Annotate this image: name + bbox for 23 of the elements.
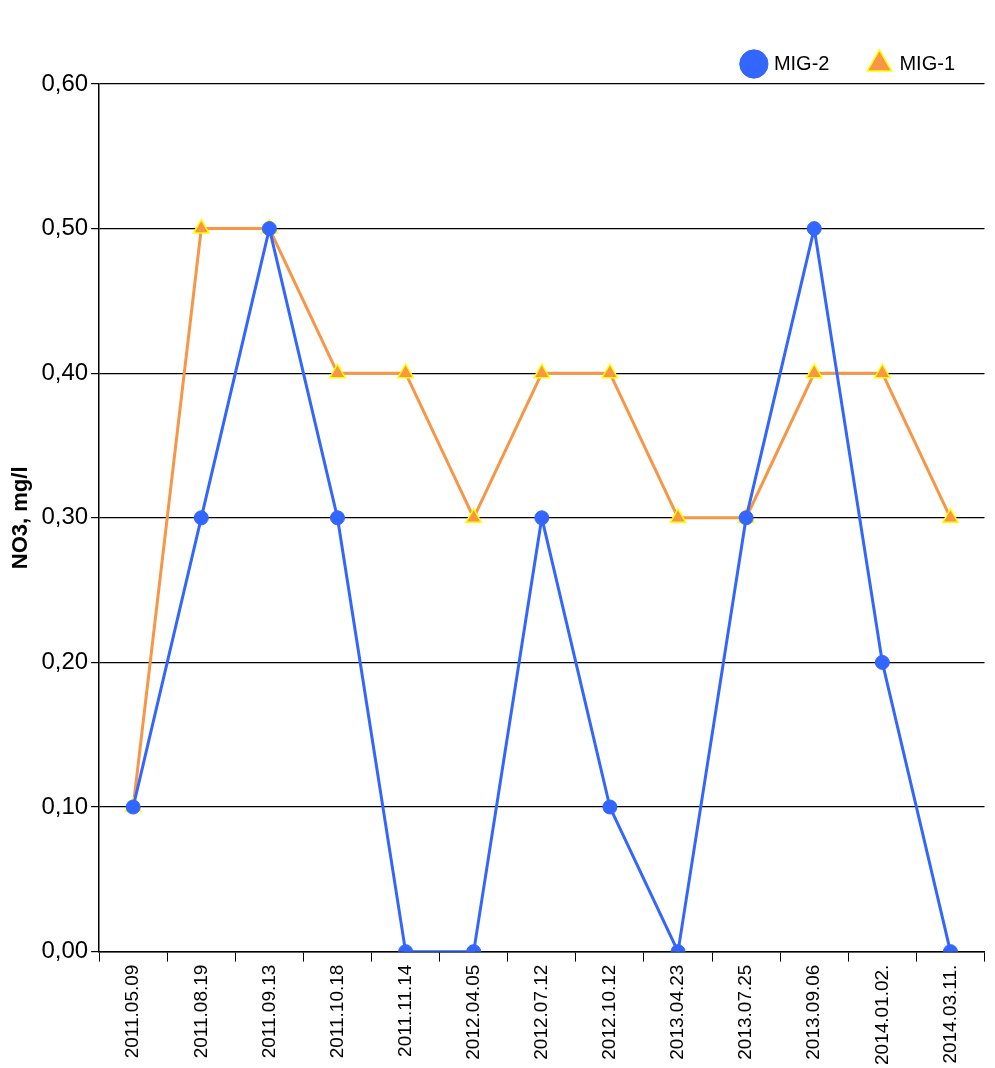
- y-tick-label: 0,30: [41, 502, 89, 530]
- x-tick-label: 2013.09.06: [802, 964, 824, 1060]
- y-tick-label: 0,60: [41, 68, 89, 96]
- y-tick-label: 0,50: [41, 213, 89, 241]
- y-axis-title: NO3, mg/l: [7, 466, 33, 570]
- x-tick-label: 2012.10.12: [598, 964, 620, 1060]
- x-tick-label: 2014.01.02.: [870, 964, 892, 1065]
- legend-label: MIG-1: [899, 51, 956, 74]
- x-tick-label: 2012.04.05: [461, 964, 483, 1060]
- x-tick-label: 2012.07.12: [530, 964, 552, 1060]
- y-tick-label: 0,10: [41, 791, 89, 819]
- x-tick-label: 2013.04.23: [666, 964, 688, 1060]
- legend-label: MIG-2: [773, 51, 830, 74]
- x-tick-label: 2011.09.13: [257, 964, 279, 1059]
- y-tick-label: 0,20: [41, 647, 89, 675]
- x-tick-label: 2011.08.19: [189, 964, 211, 1059]
- x-tick-label: 2013.07.25: [734, 964, 756, 1060]
- x-tick-label: 2011.11.14: [393, 964, 415, 1057]
- x-tick-label: 2014.03.11.: [938, 964, 960, 1064]
- y-tick-label: 0,00: [41, 936, 89, 964]
- x-tick-label: 2011.10.18: [325, 964, 347, 1059]
- y-tick-label: 0,40: [41, 357, 89, 385]
- x-tick-label: 2011.05.09: [121, 964, 143, 1059]
